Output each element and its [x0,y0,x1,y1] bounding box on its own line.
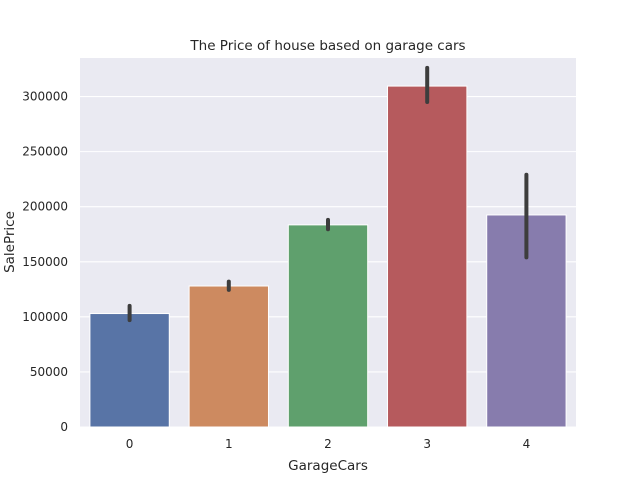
y-tick-label: 300000 [22,90,68,104]
y-axis-ticks: 0 50000 100000 150000 200000 250000 300000 [22,90,68,434]
bar-2 [287,224,369,428]
error-bars [127,65,529,323]
x-tick-label: 4 [523,437,531,451]
bar-0 [89,313,170,428]
y-tick-label: 100000 [22,310,68,324]
x-tick-label: 0 [126,437,134,451]
chart-title: The Price of house based on garage cars [189,38,465,54]
y-tick-label: 0 [60,420,68,434]
x-tick-label: 2 [324,437,332,451]
bars [89,85,567,428]
y-axis-label: SalePrice [2,211,18,273]
x-axis-ticks: 0 1 2 3 4 [126,437,530,451]
bar-3 [387,85,468,428]
y-tick-label: 200000 [22,200,68,214]
x-axis-label: GarageCars [288,458,368,474]
y-tick-label: 250000 [22,145,68,159]
bar-1 [188,285,269,428]
y-tick-label: 150000 [22,255,68,269]
y-tick-label: 50000 [30,365,68,379]
x-tick-label: 3 [423,437,431,451]
x-tick-label: 1 [225,437,233,451]
